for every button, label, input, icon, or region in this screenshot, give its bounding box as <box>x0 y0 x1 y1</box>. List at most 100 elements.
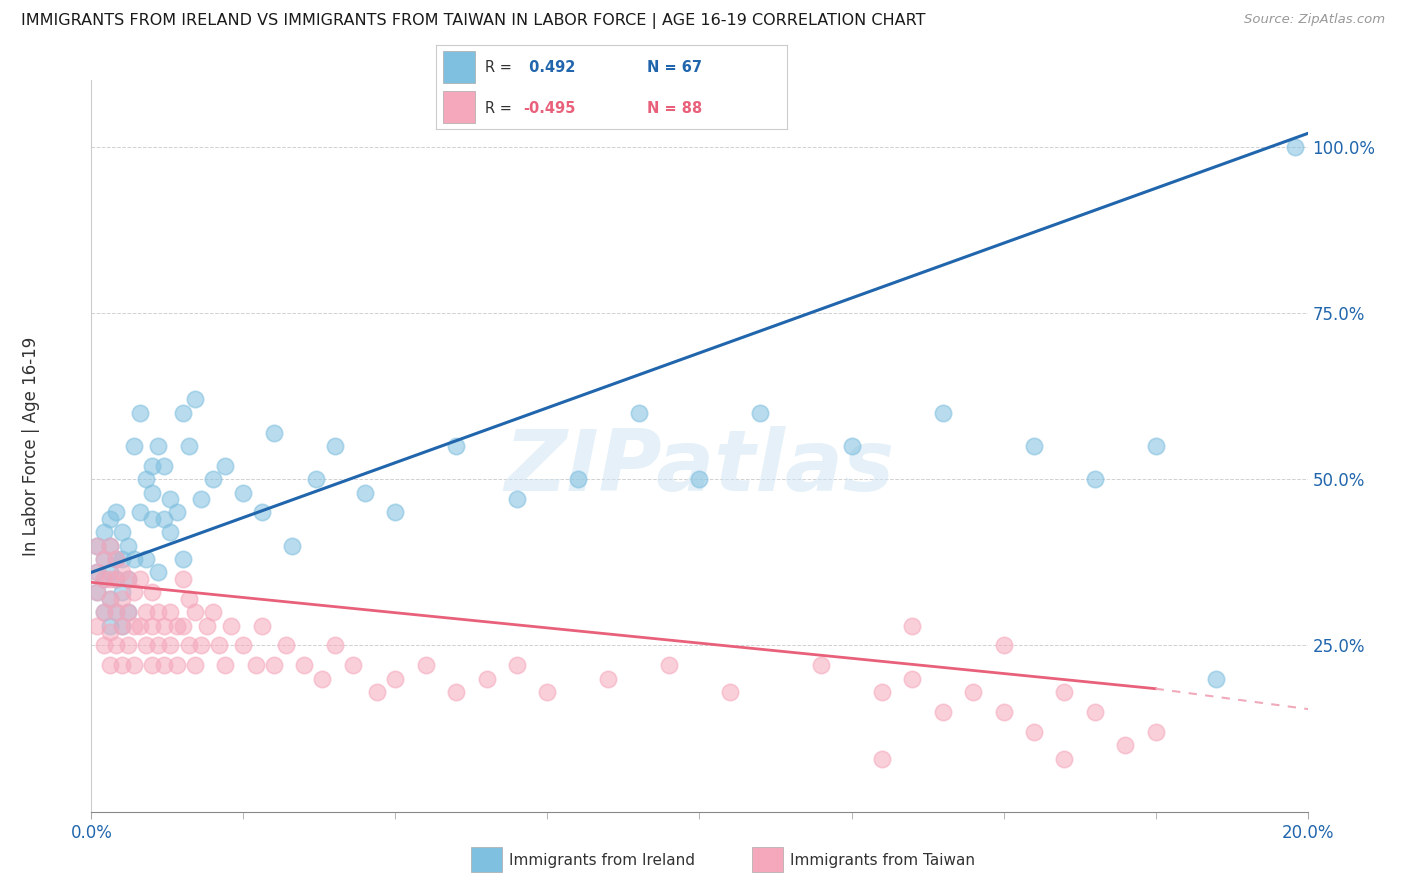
Point <box>250 506 273 520</box>
Point <box>141 585 163 599</box>
Point <box>184 658 207 673</box>
Point <box>245 658 267 673</box>
Point <box>536 685 558 699</box>
Point <box>993 705 1015 719</box>
Point <box>135 605 157 619</box>
Point <box>177 591 200 606</box>
Point <box>311 672 333 686</box>
Point <box>166 658 188 673</box>
Point <box>263 658 285 673</box>
Point <box>117 639 139 653</box>
Point <box>111 658 134 673</box>
Bar <box>443 91 475 123</box>
Point <box>323 639 346 653</box>
Point <box>148 439 170 453</box>
Point <box>263 425 285 440</box>
Point <box>93 572 115 586</box>
Point <box>135 639 157 653</box>
Point <box>153 658 176 673</box>
Point <box>98 658 121 673</box>
Point <box>305 472 328 486</box>
Point <box>141 458 163 473</box>
Point <box>93 639 115 653</box>
Point <box>384 672 406 686</box>
Point <box>166 506 188 520</box>
Point <box>1144 439 1167 453</box>
Text: N = 88: N = 88 <box>647 101 702 116</box>
Point <box>153 512 176 526</box>
Point <box>1205 672 1227 686</box>
Point <box>810 658 832 673</box>
Text: N = 67: N = 67 <box>647 60 702 75</box>
Point <box>323 439 346 453</box>
Point <box>104 506 127 520</box>
Point <box>658 658 681 673</box>
Point <box>993 639 1015 653</box>
Point <box>86 566 108 580</box>
Point <box>184 392 207 407</box>
Point <box>98 618 121 632</box>
Point <box>281 539 304 553</box>
Point <box>1084 705 1107 719</box>
Point <box>688 472 710 486</box>
Point <box>506 658 529 673</box>
Point <box>98 512 121 526</box>
Point <box>111 591 134 606</box>
Point <box>141 658 163 673</box>
Point <box>98 539 121 553</box>
Point <box>93 572 115 586</box>
Point <box>129 572 152 586</box>
Point <box>172 618 194 632</box>
Point <box>870 751 893 765</box>
Point <box>214 658 236 673</box>
Point <box>117 572 139 586</box>
Point <box>104 639 127 653</box>
Point <box>475 672 498 686</box>
Point <box>627 406 650 420</box>
Point <box>1053 685 1076 699</box>
Text: R =: R = <box>485 101 512 116</box>
Point <box>122 439 145 453</box>
Point <box>122 585 145 599</box>
Point <box>129 506 152 520</box>
Point <box>122 658 145 673</box>
Point <box>98 539 121 553</box>
Point <box>93 552 115 566</box>
Point <box>208 639 231 653</box>
Point <box>384 506 406 520</box>
Point <box>111 525 134 540</box>
Point <box>159 605 181 619</box>
Point <box>111 618 134 632</box>
Point <box>190 492 212 507</box>
Point <box>1284 140 1306 154</box>
Point <box>415 658 437 673</box>
Point <box>104 552 127 566</box>
Point <box>342 658 364 673</box>
Point <box>98 591 121 606</box>
Point <box>1114 738 1136 752</box>
Point <box>93 525 115 540</box>
Point <box>159 492 181 507</box>
Point <box>214 458 236 473</box>
Text: IMMIGRANTS FROM IRELAND VS IMMIGRANTS FROM TAIWAN IN LABOR FORCE | AGE 16-19 COR: IMMIGRANTS FROM IRELAND VS IMMIGRANTS FR… <box>21 13 925 29</box>
Point <box>274 639 297 653</box>
Text: R =: R = <box>485 60 512 75</box>
Point <box>153 618 176 632</box>
Point <box>901 672 924 686</box>
Point <box>104 572 127 586</box>
Point <box>366 685 388 699</box>
Point <box>111 566 134 580</box>
Point <box>444 439 467 453</box>
Point <box>141 512 163 526</box>
Point <box>444 685 467 699</box>
Point <box>122 552 145 566</box>
Point <box>86 585 108 599</box>
Point <box>86 585 108 599</box>
Point <box>870 685 893 699</box>
Point <box>931 705 953 719</box>
Point <box>93 552 115 566</box>
Point <box>135 552 157 566</box>
Point <box>98 625 121 640</box>
Point <box>86 539 108 553</box>
Point <box>148 605 170 619</box>
